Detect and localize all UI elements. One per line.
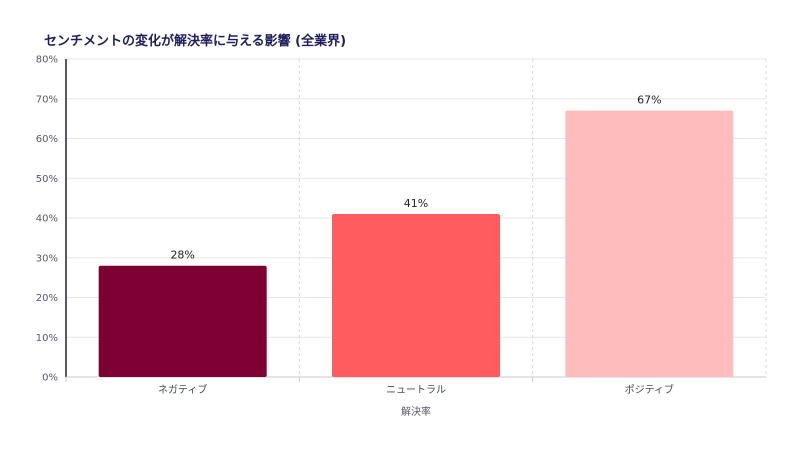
y-tick-label: 20%	[36, 293, 58, 304]
y-tick-label: 30%	[36, 253, 58, 264]
y-tick-label: 50%	[36, 174, 58, 185]
bar	[332, 214, 500, 377]
y-tick-label: 10%	[36, 333, 58, 344]
y-tick-label: 80%	[36, 55, 58, 66]
y-tick-label: 40%	[36, 214, 58, 225]
data-label: 28%	[170, 249, 194, 262]
chart-title: センチメントの変化が解決率に与える影響 (全業界)	[44, 34, 347, 49]
x-tick-label: ネガティブ	[158, 383, 207, 396]
y-tick-label: 0%	[42, 373, 58, 384]
data-label: 41%	[404, 197, 428, 210]
x-axis-title: 解決率	[401, 405, 431, 418]
data-label: 67%	[637, 94, 661, 107]
x-tick-label: ニュートラル	[386, 384, 446, 396]
y-tick-label: 70%	[36, 94, 58, 105]
bar	[98, 265, 267, 377]
y-tick-label: 60%	[36, 134, 58, 145]
labels: 0% 10% 20% 30% 40% 50% 60% 70% 80% 28% ネガティブ 41% ニュー…	[36, 55, 674, 397]
bar	[565, 110, 734, 378]
bars	[98, 110, 734, 378]
x-tick-label: ポジティブ	[625, 383, 674, 396]
